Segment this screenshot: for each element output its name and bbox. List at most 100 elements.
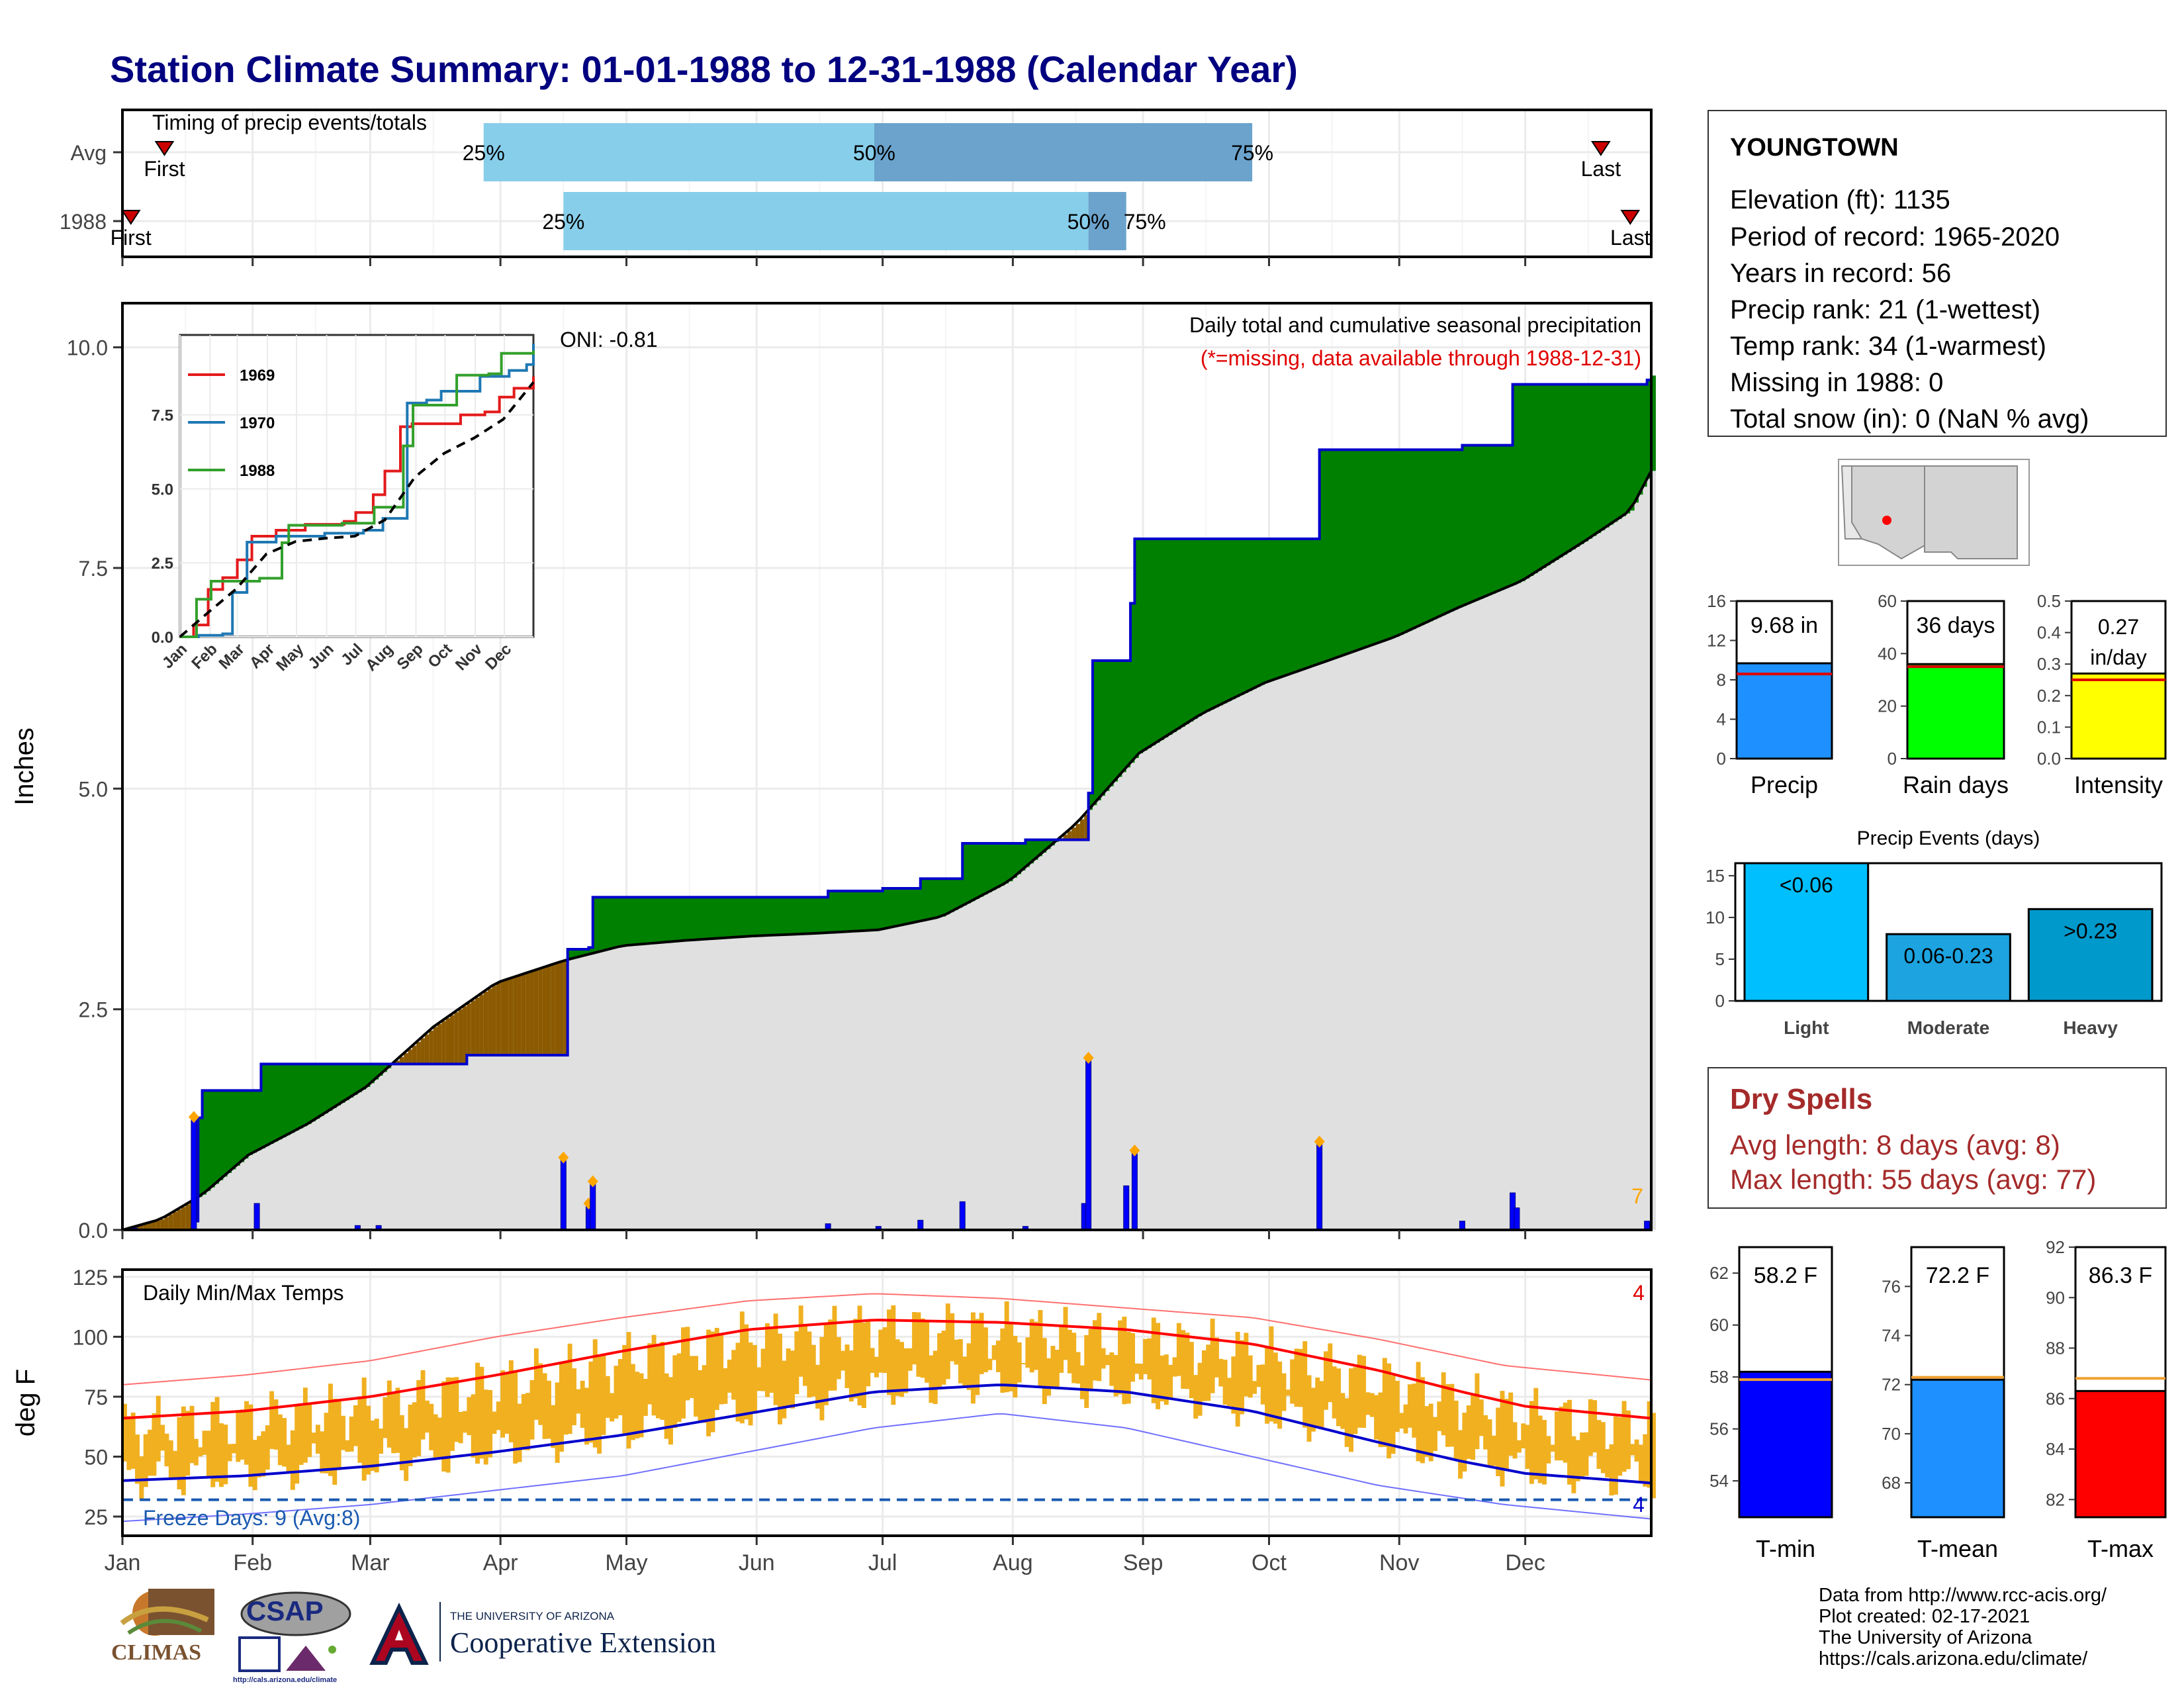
daily-temp-bar [551, 1405, 556, 1448]
daily-temp-bar [1306, 1375, 1312, 1442]
small-bar-tick-label: 40 [1878, 643, 1897, 663]
daily-temp-bar [488, 1389, 493, 1458]
above-average-fill [794, 897, 799, 935]
climatology-fill [937, 917, 942, 1230]
daily-temp-bar [844, 1344, 850, 1388]
small-bar-value-label: 36 days [1916, 613, 1995, 638]
climatology-fill [488, 988, 493, 1230]
small-bar-value-label: 72.2 F [1926, 1263, 1989, 1288]
climatology-fill [198, 1197, 203, 1230]
climatology-fill [332, 1108, 338, 1230]
daily-temp-bar [1281, 1373, 1287, 1411]
above-average-fill [1042, 839, 1047, 853]
climatology-fill [1042, 853, 1047, 1230]
above-average-fill [1575, 384, 1580, 547]
inset-y-tick-label: 5.0 [152, 481, 173, 498]
above-average-fill [1483, 445, 1488, 597]
above-average-fill [1290, 539, 1295, 674]
below-average-fill [1079, 819, 1085, 840]
climatology-fill [1390, 638, 1396, 1230]
above-average-fill [1277, 539, 1283, 679]
above-average-fill [710, 897, 715, 939]
daily-temp-bar [198, 1447, 203, 1457]
small-bar-category-label: T-mean [1917, 1535, 1998, 1562]
daily-temp-bar [1600, 1422, 1606, 1474]
precip-subtitle: (*=missing, data available through 1988-… [1201, 346, 1641, 370]
climatology-fill [1097, 800, 1102, 1230]
daily-temp-bar [298, 1405, 304, 1465]
daily-temp-bar [1617, 1417, 1623, 1476]
climatology-fill [345, 1100, 350, 1230]
above-average-fill [706, 897, 711, 939]
climatology-fill [920, 921, 925, 1230]
temp-y-axis-label: deg F [11, 1369, 40, 1436]
daily-temp-bar [714, 1328, 719, 1410]
below-average-fill [152, 1221, 157, 1230]
daily-temp-bar [1453, 1400, 1459, 1460]
climatology-fill [282, 1137, 287, 1230]
climatology-fill [1550, 563, 1555, 1230]
above-average-fill [1387, 449, 1392, 640]
climatology-fill [320, 1116, 325, 1230]
daily-temp-bar [576, 1389, 581, 1414]
climatology-fill [1445, 613, 1450, 1230]
below-average-fill [185, 1204, 191, 1230]
daily-temp-bar [958, 1339, 963, 1383]
daily-temp-bar [1151, 1317, 1156, 1403]
daily-temp-bar [185, 1411, 191, 1476]
above-average-fill [1310, 539, 1316, 667]
precip-title: Daily total and cumulative seasonal prec… [1189, 313, 1641, 337]
small-bar [1735, 662, 1833, 760]
climatology-fill [1643, 487, 1648, 1230]
below-average-fill [429, 1031, 434, 1064]
page-title: Station Climate Summary: 01-01-1988 to 1… [110, 48, 1298, 90]
climatology-fill [1176, 729, 1181, 1230]
climatology-fill [1227, 701, 1232, 1230]
climatology-fill [735, 937, 741, 1230]
climatology-fill [555, 963, 560, 1230]
daily-precip-bar [1316, 1141, 1323, 1231]
daily-temp-bar [811, 1344, 816, 1397]
daily-temp-bar [1315, 1378, 1320, 1429]
daily-temp-bar [1248, 1355, 1253, 1398]
climatology-fill [1475, 600, 1480, 1230]
climatology-fill [790, 934, 795, 1230]
climatology-fill [404, 1053, 409, 1230]
daily-temp-bar [1336, 1368, 1341, 1427]
climatology-fill [1206, 711, 1211, 1230]
daily-precip-bar [191, 1116, 197, 1231]
daily-temp-bar [950, 1313, 955, 1362]
daily-temp-bar [1038, 1310, 1043, 1387]
daily-temp-bar [1630, 1444, 1635, 1456]
daily-temp-bar [1021, 1363, 1026, 1365]
climatology-fill [676, 941, 682, 1230]
climatology-fill [841, 931, 846, 1230]
climatology-fill [832, 932, 837, 1230]
daily-temp-bar [1537, 1415, 1543, 1483]
daily-temp-bar [500, 1370, 506, 1438]
above-average-fill [857, 891, 862, 931]
daily-temp-bar [1487, 1419, 1492, 1466]
above-average-fill [1092, 661, 1097, 806]
daily-temp-bar [1374, 1395, 1379, 1440]
daily-temp-bar [1101, 1348, 1106, 1369]
climatology-fill [232, 1169, 236, 1230]
climatology-fill [1101, 796, 1106, 1230]
above-average-fill [1403, 449, 1408, 633]
climatology-line [122, 470, 1653, 1231]
daily-temp-bar [223, 1425, 228, 1485]
daily-temp-bar [374, 1419, 379, 1473]
daily-temp-bar [694, 1356, 699, 1417]
daily-temp-bar [1458, 1430, 1463, 1479]
above-average-fill [273, 1064, 279, 1142]
inset-y-tick-label: 7.5 [152, 407, 173, 425]
above-average-fill [1634, 384, 1639, 503]
climatology-fill [1113, 781, 1118, 1230]
above-average-fill [383, 1064, 388, 1072]
above-average-fill [1109, 661, 1115, 786]
daily-temp-bar [1088, 1329, 1093, 1391]
climatology-fill [1407, 631, 1412, 1230]
climatology-fill [1109, 786, 1115, 1230]
daily-temp-bar [1059, 1324, 1064, 1373]
daily-temp-bar [1521, 1423, 1526, 1448]
